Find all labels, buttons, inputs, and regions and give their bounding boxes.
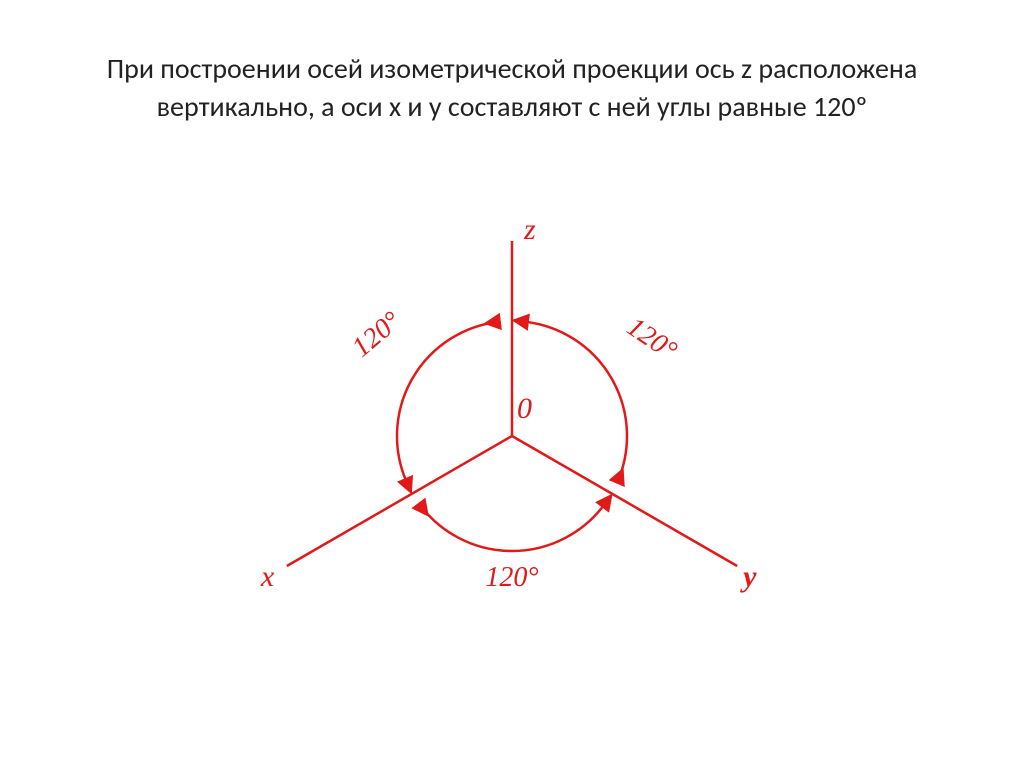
isometric-axis-diagram: z y x 0 120° 120° 120° xyxy=(192,156,832,681)
axis-label-z: z xyxy=(523,213,536,246)
angle-label: 120° xyxy=(485,562,538,593)
page-title: При построении осей изометрической проек… xyxy=(102,50,922,126)
axis-label-x: x xyxy=(260,560,275,593)
angle-arc xyxy=(526,321,627,480)
angle-arc xyxy=(420,505,604,551)
angle-label: 120° xyxy=(346,305,407,363)
angle-label: 120° xyxy=(621,311,682,366)
axis-label-y: y xyxy=(740,560,757,593)
diagram-svg: z y x 0 120° 120° 120° xyxy=(192,156,832,676)
origin-label: 0 xyxy=(517,392,532,425)
angle-arc xyxy=(397,321,498,480)
